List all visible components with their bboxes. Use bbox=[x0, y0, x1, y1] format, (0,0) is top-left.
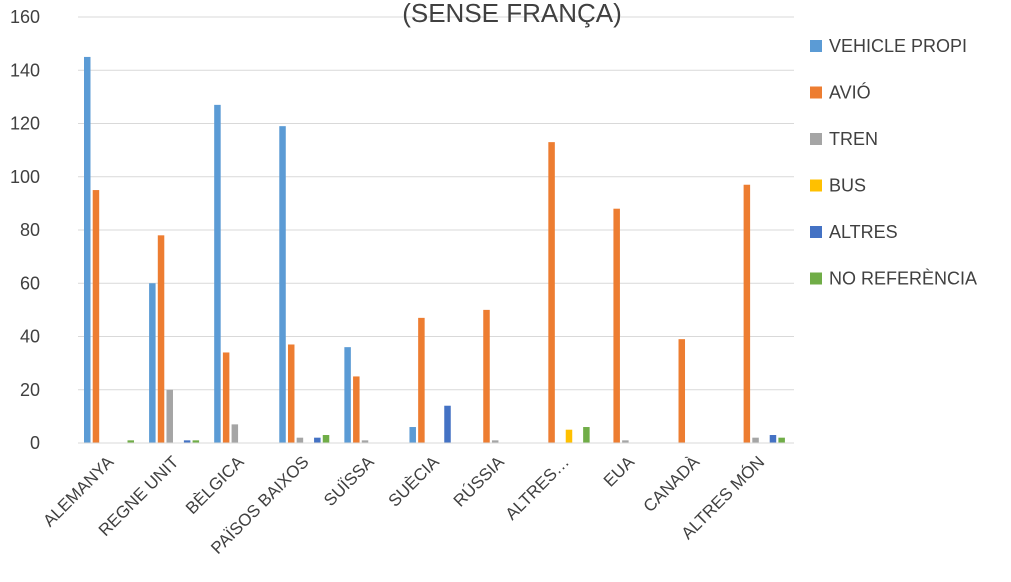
bar bbox=[127, 440, 134, 443]
bar bbox=[778, 437, 785, 443]
legend-swatch bbox=[810, 133, 822, 145]
bar bbox=[353, 376, 360, 443]
y-tick-label: 160 bbox=[10, 7, 40, 27]
bar bbox=[222, 352, 230, 443]
x-tick-label: SUÈCIA bbox=[385, 452, 444, 511]
x-tick-label: RÚSSIA bbox=[450, 452, 509, 511]
legend-swatch bbox=[810, 272, 822, 285]
bar bbox=[344, 347, 351, 443]
bar bbox=[314, 437, 321, 443]
y-tick-label: 120 bbox=[10, 114, 40, 134]
bar bbox=[92, 190, 100, 443]
y-tick-label: 60 bbox=[20, 273, 40, 293]
bar bbox=[752, 437, 759, 443]
legend: VEHICLE PROPI AVIÓ TREN BUS ALTRES NO REFERÈN… bbox=[810, 36, 977, 289]
bar bbox=[418, 317, 425, 443]
bar bbox=[483, 309, 490, 443]
y-tick-label: 0 bbox=[30, 433, 40, 453]
bar bbox=[491, 440, 499, 443]
bar bbox=[231, 424, 239, 443]
bar bbox=[361, 440, 369, 443]
bar bbox=[622, 440, 629, 443]
x-tick-label: ALTRES… bbox=[502, 452, 573, 523]
legend-label: AVIÓ bbox=[829, 82, 871, 103]
legend-label: TREN bbox=[829, 129, 878, 149]
bar bbox=[214, 104, 221, 444]
bar bbox=[287, 344, 295, 443]
y-tick-label: 80 bbox=[20, 220, 40, 240]
bar bbox=[678, 339, 686, 443]
y-tick-label: 140 bbox=[10, 60, 40, 80]
bars bbox=[84, 56, 785, 444]
bar bbox=[279, 126, 286, 443]
legend-label: ALTRES bbox=[829, 222, 898, 242]
bar bbox=[583, 427, 590, 443]
legend-swatch bbox=[810, 179, 822, 192]
gridlines bbox=[78, 16, 794, 391]
x-tick-label: SUÏSSA bbox=[320, 452, 378, 510]
bar bbox=[322, 435, 330, 443]
bar bbox=[84, 56, 91, 443]
bar bbox=[743, 184, 751, 444]
legend-swatch bbox=[810, 40, 822, 52]
bar bbox=[548, 142, 555, 443]
bar bbox=[409, 427, 416, 443]
bar bbox=[166, 389, 173, 443]
bar bbox=[192, 440, 200, 443]
bar bbox=[157, 235, 165, 443]
legend-swatch bbox=[810, 86, 822, 99]
bar bbox=[149, 283, 156, 443]
bar bbox=[296, 437, 304, 443]
y-axis-tick-labels: 0 20 40 60 80 100 120 140 160 bbox=[10, 7, 40, 453]
bar bbox=[444, 405, 451, 443]
bar bbox=[613, 208, 620, 443]
y-tick-label: 100 bbox=[10, 167, 40, 187]
bar bbox=[769, 435, 777, 443]
y-tick-label: 20 bbox=[20, 380, 40, 400]
x-tick-label: EUA bbox=[600, 452, 639, 491]
bar bbox=[565, 429, 573, 443]
legend-label: VEHICLE PROPI bbox=[829, 36, 967, 56]
y-tick-label: 40 bbox=[20, 327, 40, 347]
x-tick-label: CANADÀ bbox=[640, 452, 704, 516]
legend-label: BUS bbox=[829, 176, 866, 196]
bar bbox=[183, 440, 191, 443]
chart-title: (SENSE FRANÇA) bbox=[402, 0, 622, 28]
legend-label: NO REFERÈNCIA bbox=[829, 269, 977, 289]
x-tick-label: BÈLGICA bbox=[182, 452, 248, 518]
legend-swatch bbox=[810, 226, 822, 238]
